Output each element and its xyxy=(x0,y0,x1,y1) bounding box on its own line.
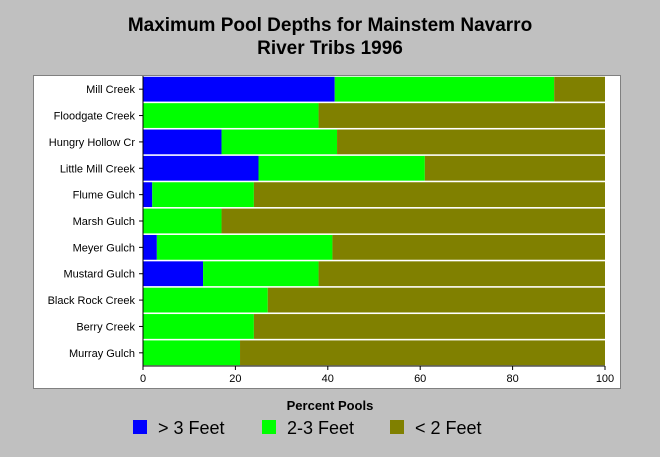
bar-3-10 xyxy=(253,314,605,339)
category-label: Floodgate Creek xyxy=(54,111,136,123)
category-label: Mill Creek xyxy=(86,84,135,96)
bar-3-2 xyxy=(318,103,605,128)
chart-title-line-2: River Tribs 1996 xyxy=(257,38,403,59)
bar-3-4 xyxy=(424,155,605,181)
chart-title-line-1: Maximum Pool Depths for Mainstem Navarro xyxy=(127,15,533,36)
bar-2-11 xyxy=(143,340,241,366)
category-label: Mustard Gulch xyxy=(63,269,135,281)
bar-3-6 xyxy=(221,208,606,234)
bar-2-6 xyxy=(143,208,222,234)
x-tick-label: 60 xyxy=(414,373,426,385)
bar-1-5 xyxy=(143,182,153,208)
x-tick-label: 20 xyxy=(229,373,241,385)
legend-swatch xyxy=(262,420,276,434)
x-tick-label: 80 xyxy=(506,373,518,385)
bar-1-7 xyxy=(143,234,157,260)
x-tick-label: 40 xyxy=(322,373,334,385)
bar-2-10 xyxy=(143,314,254,339)
bar-2-2 xyxy=(143,103,319,128)
category-label: Marsh Gulch xyxy=(73,216,135,228)
bar-3-8 xyxy=(318,261,605,287)
bar-2-4 xyxy=(258,155,425,181)
legend-swatch xyxy=(390,420,404,434)
bar-2-3 xyxy=(221,129,338,155)
bar-2-5 xyxy=(152,182,254,208)
bar-1-4 xyxy=(143,155,259,181)
category-label: Little Mill Creek xyxy=(60,163,136,175)
bar-1-1 xyxy=(143,76,335,102)
category-label: Hungry Hollow Cr xyxy=(49,137,136,149)
category-label: Berry Creek xyxy=(76,321,135,333)
legend: > 3 Feet 2-3 Feet < 2 Feet xyxy=(0,418,660,444)
category-label: Black Rock Creek xyxy=(48,295,136,307)
x-tick-label: 0 xyxy=(140,373,146,385)
bar-2-1 xyxy=(334,76,555,102)
category-label: Meyer Gulch xyxy=(73,242,135,254)
category-label: Murray Gulch xyxy=(69,348,135,360)
category-label: Flume Gulch xyxy=(73,190,135,202)
bar-3-9 xyxy=(267,287,605,313)
x-tick-label: 100 xyxy=(596,373,614,385)
legend-swatch xyxy=(133,420,147,434)
bar-1-3 xyxy=(143,129,222,155)
chart-title: Maximum Pool Depths for Mainstem Navarro… xyxy=(0,14,660,60)
bar-2-9 xyxy=(143,287,268,313)
legend-label: < 2 Feet xyxy=(415,418,482,438)
bar-1-8 xyxy=(143,261,204,287)
legend-label: 2-3 Feet xyxy=(287,418,355,438)
bar-3-11 xyxy=(240,340,605,366)
bar-2-8 xyxy=(203,261,319,287)
bar-3-1 xyxy=(554,76,605,102)
bar-3-3 xyxy=(337,129,605,155)
bar-3-5 xyxy=(253,182,605,208)
x-axis-label: Percent Pools xyxy=(286,398,374,413)
legend-label: > 3 Feet xyxy=(158,418,225,438)
bar-3-7 xyxy=(332,234,605,260)
bar-2-7 xyxy=(156,234,333,260)
